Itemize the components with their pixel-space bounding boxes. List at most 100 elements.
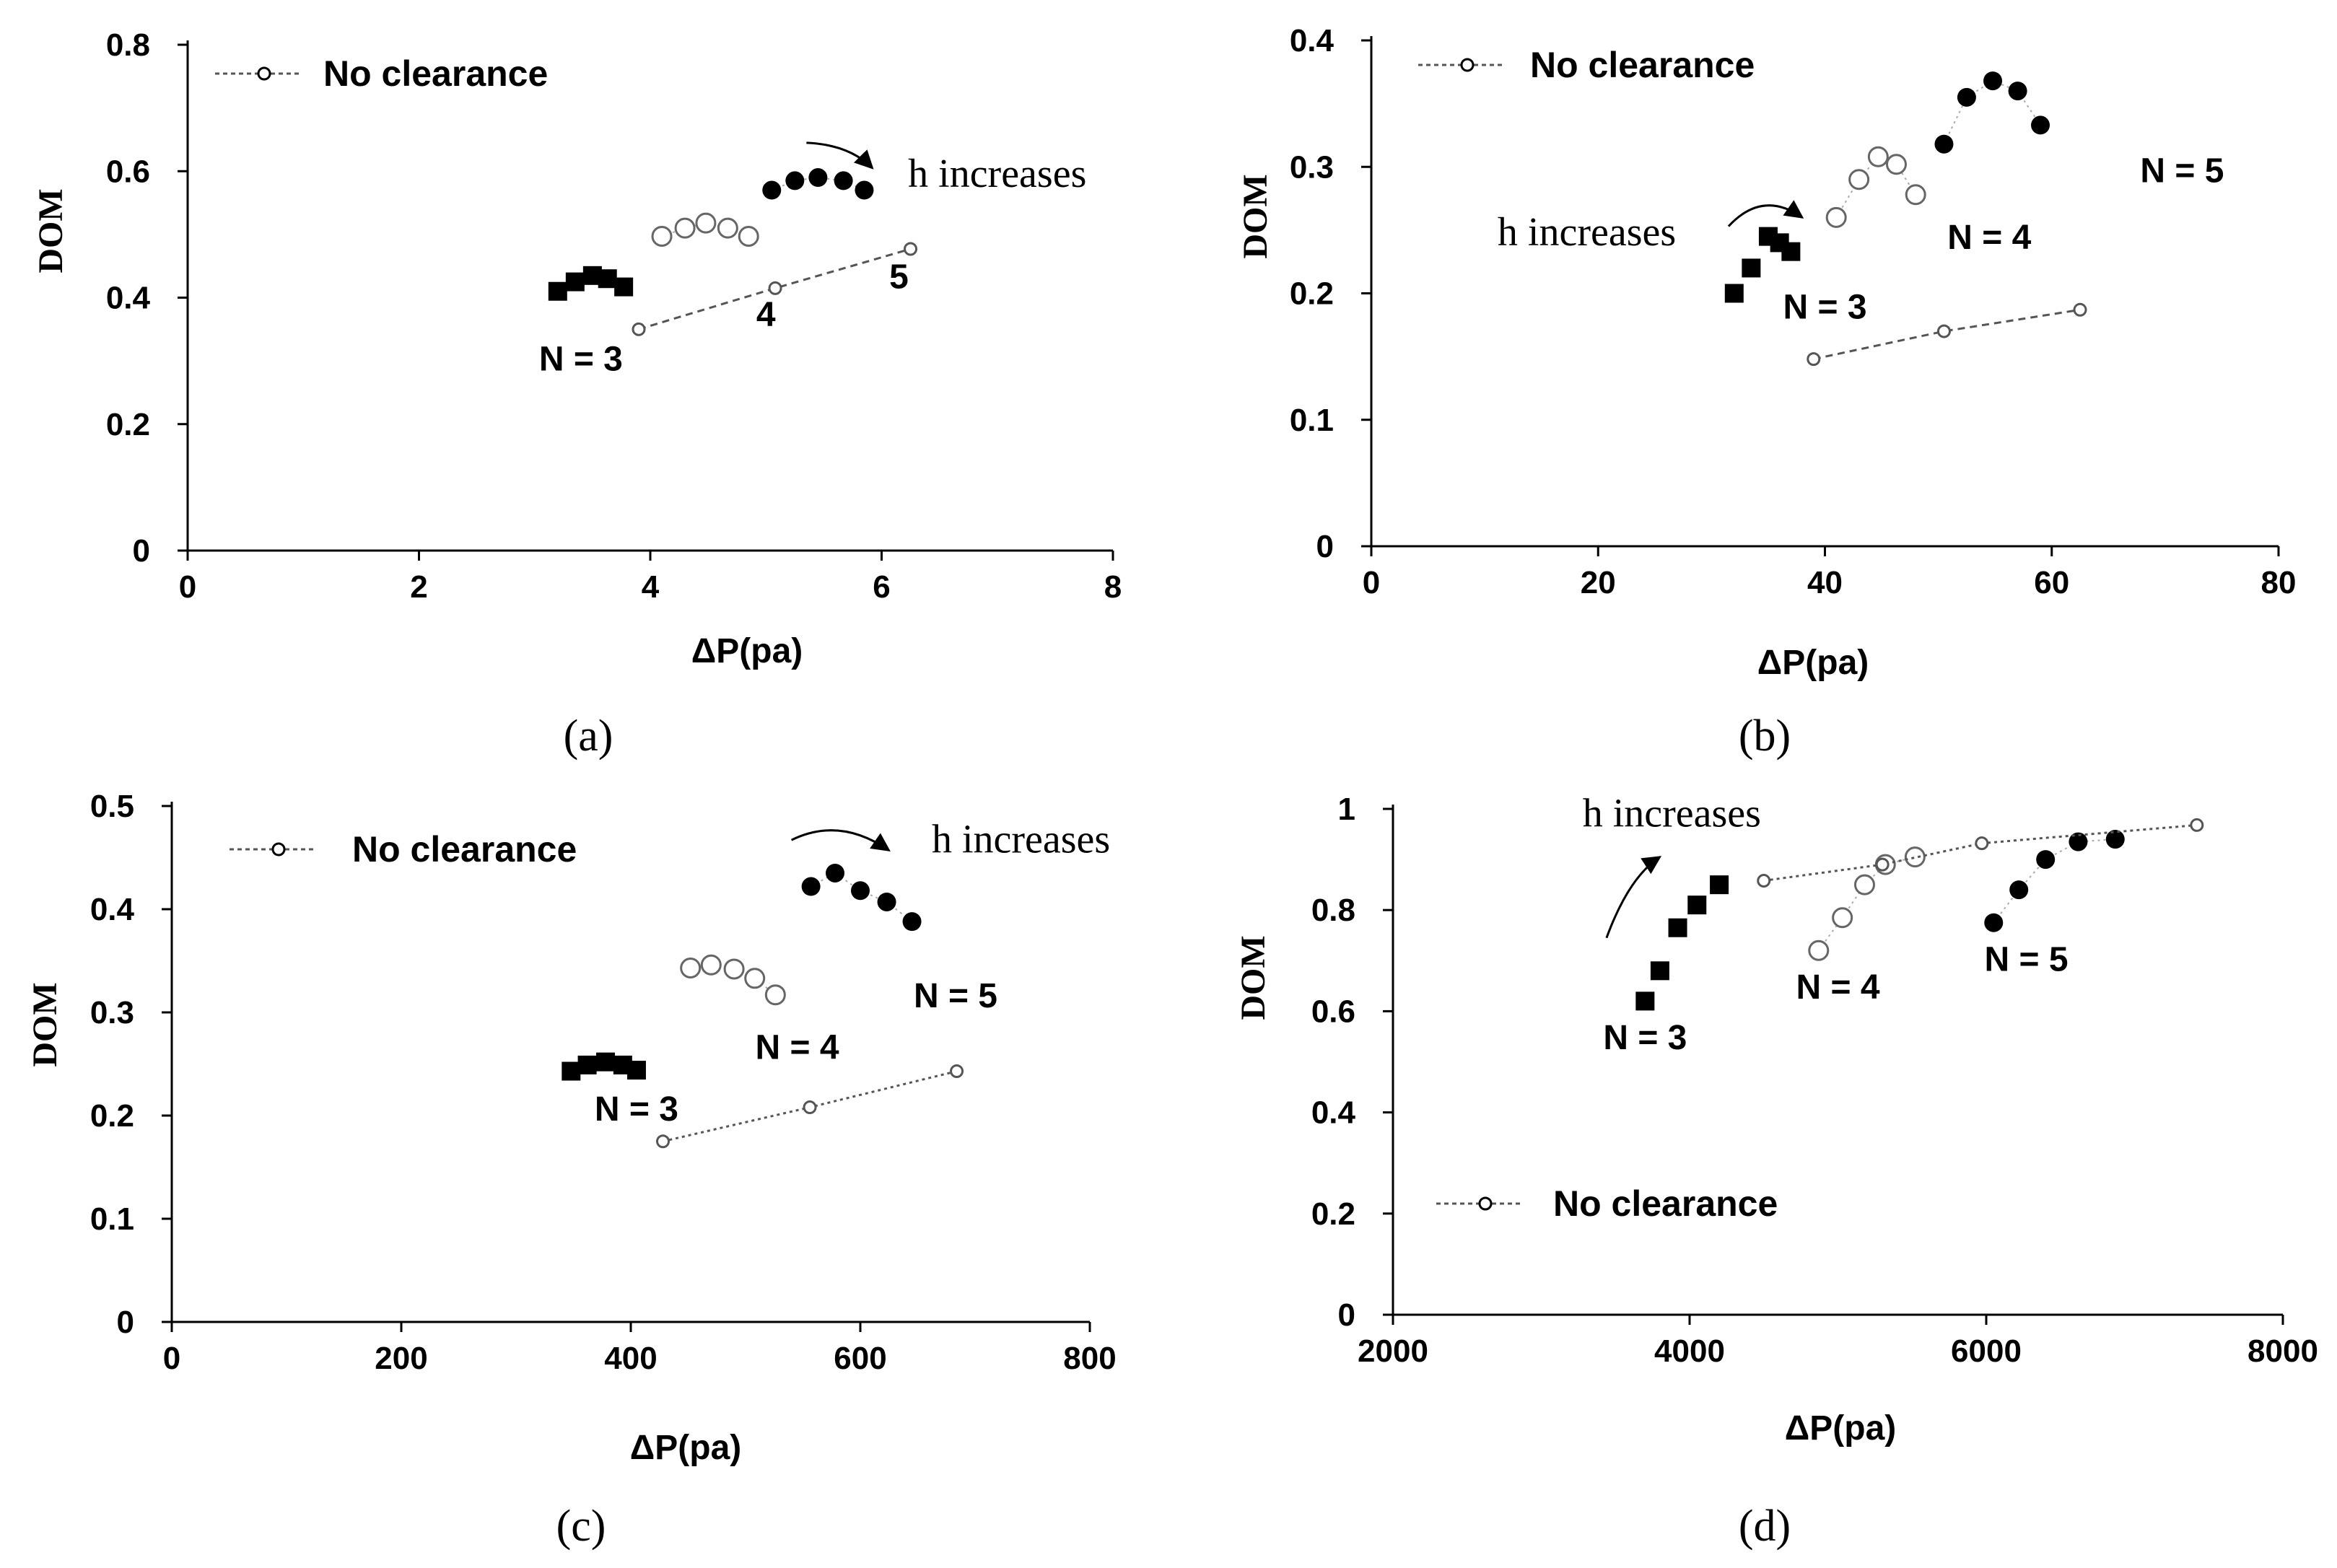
panel-a: 0 2 4 6 8 0 0.2 0.4 0.6 0.8 No clearance N = 3 4 5 h…: [32, 27, 1122, 761]
panel-a-series-no-clearance-point: [632, 322, 646, 336]
panel-d-y-tick-label: 0: [1338, 1297, 1355, 1333]
panel-d-y-tick-label: 0.6: [1311, 994, 1355, 1029]
panel-c-series-n4-point: [723, 958, 745, 980]
panel-a-legend-label: No clearance: [323, 53, 548, 94]
panel-a-annotations: N = 3 4 5 h increases: [539, 141, 1086, 378]
panel-d-annotation-label: N = 5: [1984, 940, 2068, 978]
panel-c-y-tick-label: 0.5: [90, 789, 134, 824]
panel-b-series-n4-point: [1885, 154, 1907, 175]
panel-d-legend-label: No clearance: [1553, 1183, 1778, 1224]
panel-a-x-tick-label: 2: [410, 569, 427, 605]
panel-d-series-no-clearance-point: [1757, 874, 1771, 888]
panel-c-x-tick-label: 0: [163, 1341, 180, 1376]
panel-a-x-tick-label: 8: [1104, 569, 1122, 605]
panel-b-annotation-label: N = 4: [1947, 219, 2031, 257]
panel-a-series-n5-point: [855, 180, 874, 200]
panel-c-caption: (c): [556, 1502, 606, 1551]
panel-d-annotation-label: N = 4: [1796, 968, 1879, 1007]
panel-b-annotation-h-increases: h increases: [1498, 210, 1676, 255]
panel-c-x-tick-label: 600: [834, 1341, 886, 1376]
panel-c-legend-label: No clearance: [352, 829, 577, 870]
panel-b-series-no-clearance-line: [1813, 308, 2081, 361]
panel-d-series-n3-point: [1650, 961, 1669, 981]
panel-a-caption: (a): [564, 711, 613, 761]
panel-b-ylabel: DOM: [1236, 174, 1275, 258]
panel-b-series-n3-point: [1742, 258, 1761, 278]
panel-c-series-n3-point: [596, 1052, 616, 1072]
panel-a-series-n5-point: [808, 168, 828, 188]
panel-a-series-n4-point: [651, 226, 673, 248]
panel-d-series-n3-point: [1710, 875, 1729, 895]
panel-c-annotation-h-increases: h increases: [932, 817, 1110, 862]
panel-b-series-n3-point: [1724, 284, 1744, 303]
panel-d-series-n4-point: [1808, 940, 1830, 961]
panel-c-y-tick-label: 0.1: [90, 1201, 134, 1237]
panel-b-series-n5-point: [1983, 71, 2003, 91]
panel-d-y-tick-label: 0.4: [1311, 1095, 1356, 1131]
panel-c-series-n4-point: [744, 968, 766, 989]
panel-b-series-n5-point: [2031, 115, 2050, 135]
panel-b-series-n5-point: [1934, 134, 1954, 154]
panel-c-y-tick-label: 0.2: [90, 1098, 134, 1134]
panel-c-legend-marker: [271, 842, 286, 857]
panel-c-y-tick-label: 0.4: [90, 892, 135, 927]
panel-b-series-no-clearance-point: [2073, 302, 2087, 317]
panel-b-x-tick-label: 20: [1581, 565, 1616, 600]
panel-b: 0 20 40 60 80 0 0.1 0.2 0.3 0.4 No clearance h in…: [1236, 23, 2296, 761]
panel-a-x-tick-label: 4: [642, 569, 660, 605]
panel-a-annotation-label: N = 3: [539, 340, 623, 378]
panel-d-series-n5-point: [2069, 832, 2088, 851]
panel-d-series-n5-point: [2105, 830, 2125, 849]
panel-c-arrow: [790, 829, 891, 851]
panel-a-series-n3-point: [614, 277, 634, 297]
panel-d-x-tick-label: 6000: [1951, 1333, 2022, 1369]
panel-a-y-tick-label: 0.4: [106, 281, 151, 316]
panel-c-series-n3-point: [577, 1055, 597, 1074]
panel-a-series-n3-point: [598, 269, 617, 289]
panel-a-arrow: [806, 141, 874, 170]
panel-d-series-no-clearance-point: [1875, 857, 1890, 872]
panel-a-x-tick-label: 6: [873, 569, 890, 605]
panel-c-series-n5-point: [851, 881, 870, 901]
panel-a-series-n5-point: [762, 180, 782, 200]
panel-d-series-no-clearance-point: [1975, 836, 1989, 851]
panel-b-ticks: 0 20 40 60 80 0 0.1 0.2 0.3 0.4: [1290, 23, 2297, 600]
panel-d-x-tick-label: 4000: [1654, 1333, 1725, 1369]
panel-b-series-no-clearance-point: [1807, 352, 1821, 367]
panel-a-series-n4-point: [717, 217, 738, 239]
panel-d-series: [1635, 818, 2204, 1011]
panel-b-x-tick-label: 60: [2034, 565, 2069, 600]
panel-c-annotation-label: N = 3: [595, 1090, 678, 1129]
panel-b-series-n4-point: [1825, 206, 1847, 228]
panel-d-series-n3-point: [1635, 991, 1655, 1011]
panel-b-legend-label: No clearance: [1530, 45, 1755, 85]
panel-c-annotation-label: N = 4: [756, 1028, 839, 1066]
panel-d-ylabel: DOM: [1234, 935, 1272, 1020]
panel-c-series-n5-point: [801, 877, 821, 896]
panel-b-y-tick-label: 0.4: [1290, 23, 1335, 58]
panel-a-series-n3-point: [565, 272, 585, 292]
panel-d-annotations: h increases N = 3 N = 4 N = 5: [1583, 792, 2069, 1057]
panel-c-series-n5-point: [826, 863, 845, 882]
panel-d-y-tick-label: 1: [1338, 792, 1355, 827]
panel-d-axes: [1392, 805, 2283, 1316]
panel-c-annotations: N = 3 N = 4 N = 5 h increases: [595, 817, 1110, 1129]
panel-b-annotation-label: N = 5: [2140, 152, 2224, 190]
panel-c-xlabel: ΔP(pa): [630, 1429, 742, 1467]
panel-c-x-tick-label: 400: [604, 1341, 657, 1376]
panel-d-x-tick-label: 8000: [2248, 1333, 2318, 1369]
panel-a-annotation-label: 4: [756, 296, 776, 334]
panel-a-series-no-clearance-line: [638, 248, 911, 330]
panel-b-series-n3-point: [1781, 242, 1801, 261]
panel-b-series-n4-point: [1905, 184, 1926, 206]
panel-b-series: [1724, 71, 2087, 367]
panel-a-series-no-clearance-point: [904, 242, 918, 256]
panel-d-series-n3-point: [1687, 895, 1707, 915]
panel-c-y-tick-label: 0.3: [90, 995, 134, 1030]
panel-a-y-tick-label: 0.6: [106, 154, 150, 189]
panel-b-legend-marker: [1460, 58, 1475, 72]
panel-a-annotation-h-increases: h increases: [908, 152, 1086, 196]
panel-d-legend-marker: [1478, 1196, 1493, 1211]
panel-c-series-n4-point: [700, 954, 722, 976]
